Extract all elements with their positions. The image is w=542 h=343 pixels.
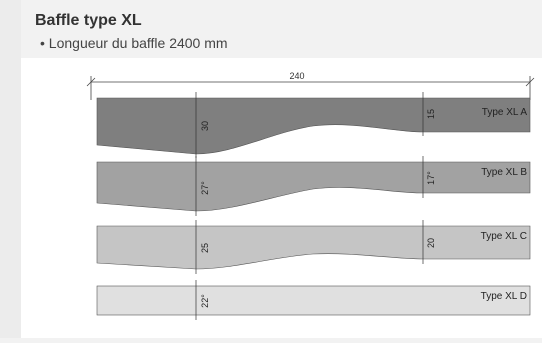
baffle-xl-b-left-height: 27°: [200, 181, 210, 195]
baffle-xl-a: 30 15 Type XL A: [96, 92, 531, 158]
baffle-xl-c-shape: [96, 225, 531, 270]
baffle-length-spec: Longueur du baffle 2400 mm: [48, 35, 228, 51]
baffle-xl-a-label: Type XL A: [482, 107, 528, 118]
dimension-tick-left: [86, 77, 96, 87]
sidebar-strip: [0, 0, 21, 338]
baffle-xl-a-shape: [96, 97, 531, 155]
baffle-xl-d-label: Type XL D: [481, 291, 527, 302]
total-length-dimension: 240: [86, 71, 535, 100]
baffle-xl-b: 27° 17° Type XL B: [96, 156, 531, 216]
total-length-label: 240: [289, 71, 304, 81]
dimension-tick-right: [525, 77, 535, 87]
baffle-xl-b-label: Type XL B: [481, 167, 527, 178]
baffle-xl-c-left-height: 25: [200, 243, 210, 253]
baffle-diagram: 240 30 15 Type XL A 27° 17° Type XL B 25: [86, 71, 535, 320]
baffle-xl-a-left-height: 30: [200, 121, 210, 131]
baffle-xl-c-label: Type XL C: [481, 231, 527, 242]
bullet-marker: •: [40, 35, 45, 51]
baffle-xl-d: 22° Type XL D: [96, 280, 531, 320]
baffle-xl-b-shape: [96, 161, 531, 212]
baffle-xl-b-right-height: 17°: [426, 171, 436, 185]
baffle-xl-a-right-height: 15: [426, 109, 436, 119]
baffle-diagram-panel: 240 30 15 Type XL A 27° 17° Type XL B 25: [21, 58, 542, 338]
baffle-xl-d-shape: [96, 285, 531, 316]
baffle-xl-c-right-height: 20: [426, 238, 436, 248]
baffle-xl-c: 25 20 Type XL C: [96, 220, 531, 274]
page-title: Baffle type XL: [35, 12, 142, 29]
spec-list-item: • Longueur du baffle 2400 mm: [40, 35, 228, 51]
baffle-xl-d-left-height: 22°: [200, 294, 210, 308]
